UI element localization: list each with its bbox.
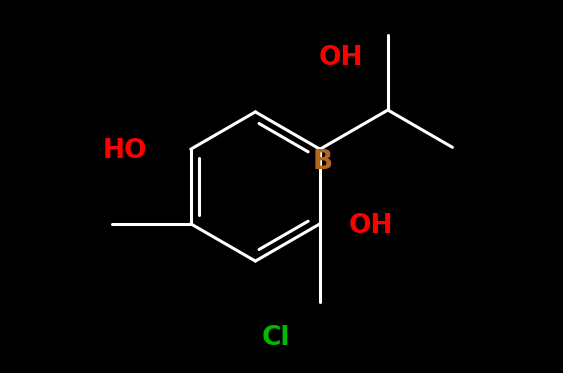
- Text: HO: HO: [102, 138, 147, 164]
- Text: OH: OH: [348, 213, 393, 239]
- Text: B: B: [312, 149, 333, 175]
- Text: Cl: Cl: [262, 325, 290, 351]
- Text: OH: OH: [319, 45, 363, 71]
